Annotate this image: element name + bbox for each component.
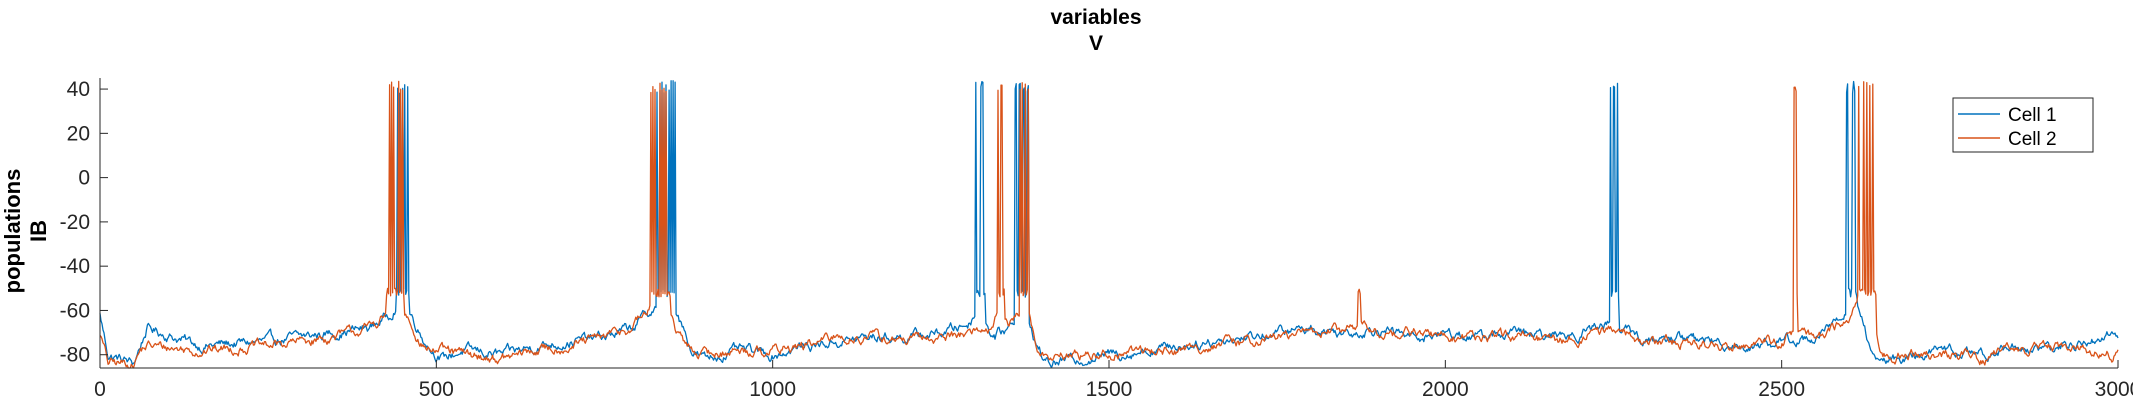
y-axis-label-line-2: IB [26, 220, 51, 242]
chart-title-line-2: V [1089, 32, 1103, 55]
y-tick-label: 0 [78, 167, 90, 190]
y-tick-label: 20 [67, 122, 90, 145]
legend-entry-cell-1: Cell 1 [2008, 105, 2057, 126]
x-tick-label: 1000 [749, 378, 796, 400]
series-line-cell-2 [99, 80, 2119, 369]
y-tick-label: -80 [60, 344, 90, 367]
x-tick-label: 2000 [1422, 378, 1469, 400]
ticks: 0 500 1000 1500 2000 2500 3000 -80 -60 -40 -20 0 20 4… [60, 78, 2133, 400]
chart-title-line-1: variables [1050, 6, 1141, 29]
legend-entry-cell-2: Cell 2 [2008, 129, 2057, 150]
y-tick-label: -60 [60, 299, 90, 322]
plot-lines [99, 80, 2119, 369]
x-tick-label: 0 [94, 378, 106, 400]
y-tick-label: 40 [67, 78, 90, 101]
y-tick-label: -40 [60, 255, 90, 278]
legend: Cell 1 Cell 2 [1952, 97, 2094, 153]
x-tick-label: 500 [419, 378, 454, 400]
y-tick-label: -20 [60, 211, 90, 234]
x-tick-label: 3000 [2095, 378, 2133, 400]
x-tick-label: 2500 [1758, 378, 1805, 400]
y-axis-label: populations IB [0, 169, 51, 294]
x-tick-label: 1500 [1086, 378, 1133, 400]
legend-box [1952, 97, 2094, 153]
y-axis-label-line-1: populations [0, 169, 25, 294]
